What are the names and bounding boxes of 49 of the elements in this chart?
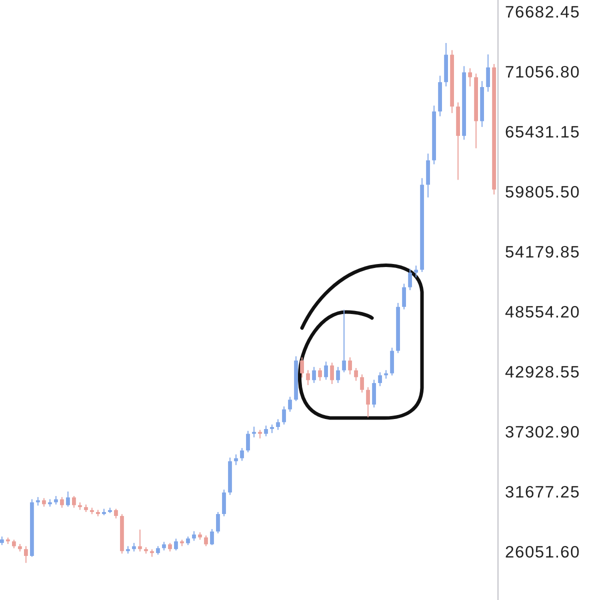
candlestick (324, 361, 328, 380)
candlestick (306, 370, 310, 386)
candlestick (60, 496, 64, 508)
candlestick (408, 268, 412, 291)
candlestick (216, 512, 220, 534)
y-tick-label: 65431.15 (505, 123, 580, 142)
candlestick (210, 528, 214, 546)
y-tick-label: 59805.50 (505, 183, 580, 202)
candlestick (240, 448, 244, 462)
candlestick (312, 366, 316, 384)
y-tick-label: 48554.20 (505, 303, 580, 322)
candlestick (468, 68, 472, 87)
candlestick (342, 309, 346, 373)
candlestick (174, 538, 178, 551)
candlestick (114, 508, 118, 519)
y-tick-label: 54179.85 (505, 243, 580, 262)
candlestick (348, 356, 352, 375)
y-tick-label: 71056.80 (505, 63, 580, 82)
y-tick-label: 26051.60 (505, 543, 580, 562)
candlestick (252, 426, 256, 438)
candlestick (204, 534, 208, 547)
y-tick-label: 76682.45 (505, 3, 580, 22)
candlestick (354, 368, 358, 382)
y-tick-label: 31677.25 (505, 483, 580, 502)
candlestick (378, 372, 382, 387)
candlestick (234, 454, 238, 466)
candlestick (138, 529, 142, 552)
candlestick (330, 362, 334, 384)
candlestick (246, 430, 250, 453)
candlestick (300, 356, 304, 378)
candlestick (192, 530, 196, 542)
candlestick (372, 379, 376, 408)
candlestick (66, 491, 70, 508)
candlestick (390, 347, 394, 376)
candlestick (72, 496, 76, 508)
candlestick (276, 418, 280, 430)
candlestick (366, 386, 370, 418)
candlestick (264, 425, 268, 437)
candlestick (282, 406, 286, 426)
candlestick (288, 396, 292, 412)
candlestick (360, 374, 364, 394)
y-tick-label: 37302.90 (505, 423, 580, 442)
candlestick (336, 366, 340, 384)
candlestick (24, 546, 28, 564)
candlestick (222, 489, 226, 517)
candlestick (402, 283, 406, 310)
y-tick-label: 42928.55 (505, 363, 580, 382)
candlestick (486, 54, 490, 92)
candlestick (318, 368, 322, 382)
